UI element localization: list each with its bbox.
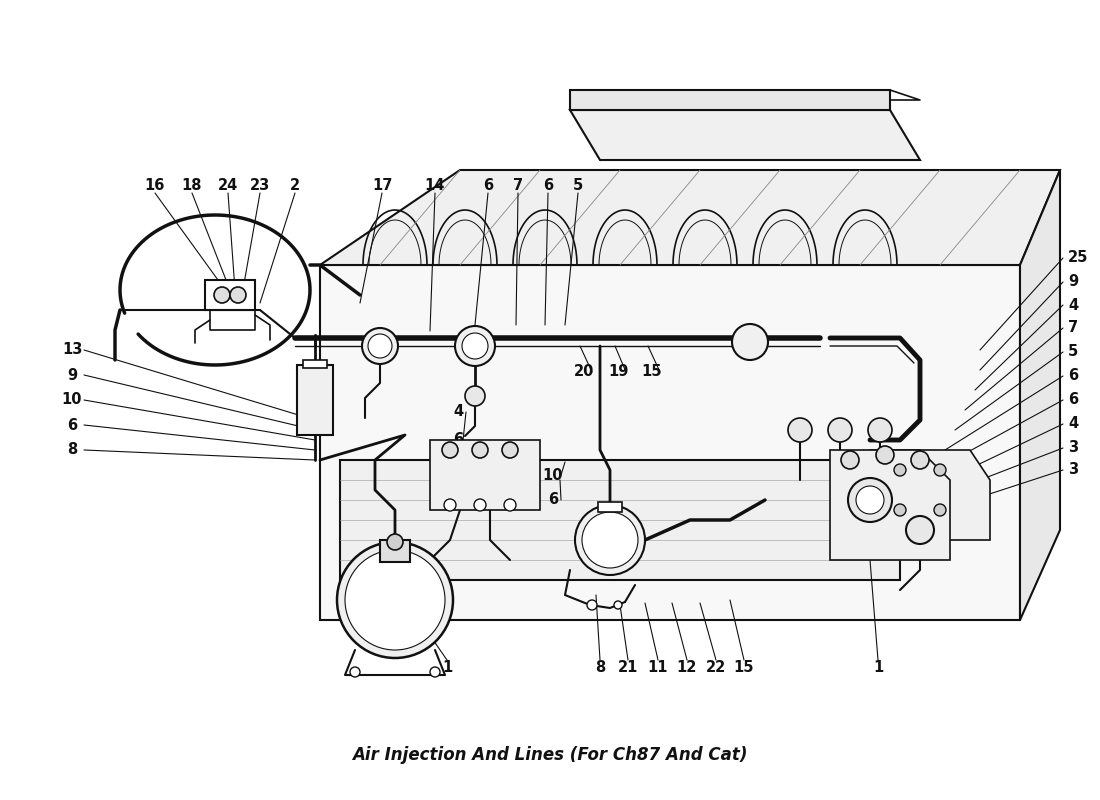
Text: 24: 24 xyxy=(218,178,238,193)
Circle shape xyxy=(934,464,946,476)
Circle shape xyxy=(894,464,906,476)
Text: 5: 5 xyxy=(1068,345,1078,359)
Circle shape xyxy=(894,504,906,516)
Circle shape xyxy=(856,486,884,514)
Polygon shape xyxy=(320,170,1060,265)
Circle shape xyxy=(575,505,645,575)
Text: 9: 9 xyxy=(67,367,77,382)
Circle shape xyxy=(732,324,768,360)
Text: 6: 6 xyxy=(67,418,77,433)
Circle shape xyxy=(788,418,812,442)
Circle shape xyxy=(368,334,392,358)
Circle shape xyxy=(906,516,934,544)
Circle shape xyxy=(337,542,453,658)
Text: 9: 9 xyxy=(1068,274,1078,290)
Text: 2: 2 xyxy=(290,178,300,193)
Bar xyxy=(598,502,622,512)
Text: 16: 16 xyxy=(145,178,165,193)
Text: 6: 6 xyxy=(453,433,463,447)
Text: 14: 14 xyxy=(425,178,446,193)
Circle shape xyxy=(462,333,488,359)
Circle shape xyxy=(474,499,486,511)
Text: 21: 21 xyxy=(618,661,638,675)
Circle shape xyxy=(911,451,930,469)
Text: 8: 8 xyxy=(595,661,605,675)
Circle shape xyxy=(876,446,894,464)
Circle shape xyxy=(214,287,230,303)
Text: 5: 5 xyxy=(573,178,583,193)
Circle shape xyxy=(230,287,246,303)
Circle shape xyxy=(868,418,892,442)
Text: 25: 25 xyxy=(1068,250,1088,266)
Text: 15: 15 xyxy=(641,365,662,379)
Text: 23: 23 xyxy=(250,178,271,193)
Text: 22: 22 xyxy=(706,661,726,675)
Polygon shape xyxy=(870,450,990,540)
Circle shape xyxy=(444,499,456,511)
Text: 7: 7 xyxy=(1068,321,1078,335)
Circle shape xyxy=(504,499,516,511)
Text: 1: 1 xyxy=(873,661,883,675)
Text: 7: 7 xyxy=(513,178,524,193)
Text: 4: 4 xyxy=(1068,298,1078,313)
Polygon shape xyxy=(320,265,1020,620)
Bar xyxy=(205,280,255,310)
Circle shape xyxy=(614,601,622,609)
Polygon shape xyxy=(340,460,900,580)
Text: 8: 8 xyxy=(67,442,77,458)
Text: 6: 6 xyxy=(548,493,558,507)
Text: 10: 10 xyxy=(62,393,82,407)
Text: 13: 13 xyxy=(62,342,82,358)
Circle shape xyxy=(502,442,518,458)
Circle shape xyxy=(362,328,398,364)
Bar xyxy=(379,540,410,562)
Circle shape xyxy=(345,550,446,650)
Polygon shape xyxy=(1020,170,1060,620)
Text: 12: 12 xyxy=(676,661,697,675)
Text: 3: 3 xyxy=(1068,441,1078,455)
Text: 1: 1 xyxy=(442,661,452,675)
Circle shape xyxy=(387,534,403,550)
Polygon shape xyxy=(570,110,920,160)
Circle shape xyxy=(848,478,892,522)
Text: 19: 19 xyxy=(608,365,628,379)
Text: 6: 6 xyxy=(1068,393,1078,407)
Circle shape xyxy=(587,600,597,610)
Text: 18: 18 xyxy=(182,178,202,193)
Text: 6: 6 xyxy=(1068,369,1078,383)
Circle shape xyxy=(442,442,458,458)
Text: 15: 15 xyxy=(734,661,755,675)
Bar xyxy=(297,365,333,435)
Circle shape xyxy=(430,667,440,677)
Text: 4: 4 xyxy=(1068,417,1078,431)
Circle shape xyxy=(465,386,485,406)
Text: 11: 11 xyxy=(648,661,669,675)
Text: 10: 10 xyxy=(542,467,563,482)
Circle shape xyxy=(472,442,488,458)
Text: 6: 6 xyxy=(543,178,553,193)
Circle shape xyxy=(828,418,852,442)
Circle shape xyxy=(455,326,495,366)
Text: 17: 17 xyxy=(372,178,393,193)
Circle shape xyxy=(582,512,638,568)
Text: 4: 4 xyxy=(453,405,463,419)
Text: 6: 6 xyxy=(483,178,493,193)
Text: 3: 3 xyxy=(1068,462,1078,478)
Text: 3: 3 xyxy=(453,461,463,475)
Polygon shape xyxy=(570,90,890,110)
Text: 20: 20 xyxy=(574,365,594,379)
Circle shape xyxy=(350,667,360,677)
Circle shape xyxy=(934,504,946,516)
Circle shape xyxy=(842,451,859,469)
Polygon shape xyxy=(430,440,540,510)
Text: Air Injection And Lines (For Ch87 And Cat): Air Injection And Lines (For Ch87 And Ca… xyxy=(352,746,748,764)
Polygon shape xyxy=(830,450,950,560)
Bar xyxy=(302,360,327,368)
